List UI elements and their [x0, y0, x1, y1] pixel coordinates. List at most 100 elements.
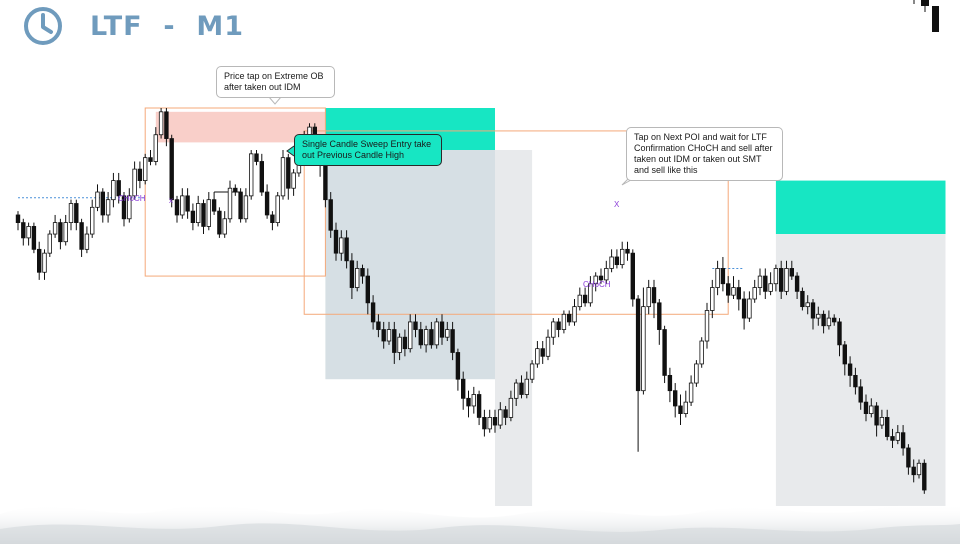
candle-body: [529, 363, 535, 380]
candle-body: [768, 283, 773, 292]
candle-body: [535, 348, 540, 365]
candle: [826, 310, 832, 330]
candle: [720, 256, 726, 292]
decorative-smoke: [0, 503, 960, 544]
candle-body: [800, 290, 805, 308]
candle-body: [429, 329, 434, 346]
candle: [42, 249, 47, 280]
candle-body: [816, 313, 821, 319]
candle-body: [243, 195, 249, 220]
candle: [111, 172, 116, 208]
candle: [206, 192, 211, 231]
candle-body: [673, 390, 678, 407]
candle: [158, 108, 164, 139]
candle: [545, 329, 551, 361]
candle: [238, 188, 243, 223]
candle: [185, 188, 190, 219]
candle: [895, 425, 900, 445]
candle-body: [137, 168, 143, 181]
candle-body: [111, 180, 116, 201]
candle-body: [551, 321, 556, 338]
candle-body: [90, 206, 95, 235]
candle: [678, 394, 683, 426]
candle: [275, 192, 280, 227]
candle: [142, 153, 148, 185]
candle-body: [323, 161, 328, 201]
candle-body: [270, 214, 275, 224]
candle: [646, 279, 651, 315]
candle: [349, 253, 355, 299]
candle: [376, 314, 381, 338]
candle: [800, 287, 805, 311]
candle: [68, 199, 74, 231]
candle: [153, 127, 158, 166]
candle-body: [598, 275, 604, 281]
page-title: LTF - M1: [90, 10, 245, 42]
candle: [227, 180, 233, 223]
candle: [47, 230, 52, 257]
candle-body: [842, 344, 847, 365]
candle: [74, 199, 79, 231]
candle-body: [455, 352, 461, 380]
candle: [890, 428, 895, 448]
candle: [614, 249, 620, 269]
candle: [519, 375, 524, 399]
candle-body: [715, 268, 720, 288]
candle-body: [402, 336, 408, 350]
candle-body: [741, 298, 747, 319]
candle-body: [699, 340, 704, 365]
candle-body: [344, 237, 349, 262]
candle-body: [779, 268, 784, 292]
candle-body: [540, 348, 545, 357]
candle: [381, 321, 386, 349]
candle-body: [630, 252, 635, 300]
candle-body: [694, 363, 699, 384]
candle: [847, 356, 853, 387]
candle: [434, 318, 439, 349]
candle: [874, 402, 879, 437]
candle: [593, 272, 598, 292]
candle: [598, 268, 604, 284]
candle-body: [100, 191, 105, 216]
candle: [222, 211, 227, 238]
candle-body: [52, 222, 58, 235]
candle: [423, 325, 429, 353]
candle: [201, 199, 206, 235]
candle-body: [392, 329, 397, 353]
candle: [439, 314, 445, 345]
candle: [588, 276, 593, 307]
candle: [863, 394, 869, 422]
candle-body: [853, 374, 858, 388]
candle-body: [837, 321, 842, 346]
candle: [291, 169, 296, 196]
candle-body: [15, 214, 21, 224]
candle: [763, 268, 768, 299]
candle-body: [84, 233, 90, 250]
candle-body: [805, 302, 810, 308]
candle: [582, 287, 588, 307]
candle: [84, 226, 90, 254]
header: LTF - M1: [22, 4, 244, 48]
candle-body: [593, 275, 598, 285]
candle-body: [74, 203, 79, 224]
candle: [858, 379, 863, 410]
candle-body: [757, 275, 763, 288]
candle: [492, 409, 498, 433]
candle: [911, 459, 916, 483]
candle: [217, 207, 222, 238]
candle-body: [445, 329, 450, 338]
candle-body: [233, 187, 238, 193]
candle-body: [68, 203, 74, 224]
candle: [413, 314, 418, 338]
candle-body: [248, 153, 254, 197]
candle-body: [784, 268, 789, 292]
candle: [259, 153, 264, 196]
candle-body: [153, 134, 158, 162]
candle-body: [105, 199, 111, 216]
candle: [164, 108, 169, 147]
candle: [26, 222, 31, 246]
candle: [31, 222, 37, 254]
candle: [757, 268, 763, 296]
candle-body: [370, 302, 376, 323]
